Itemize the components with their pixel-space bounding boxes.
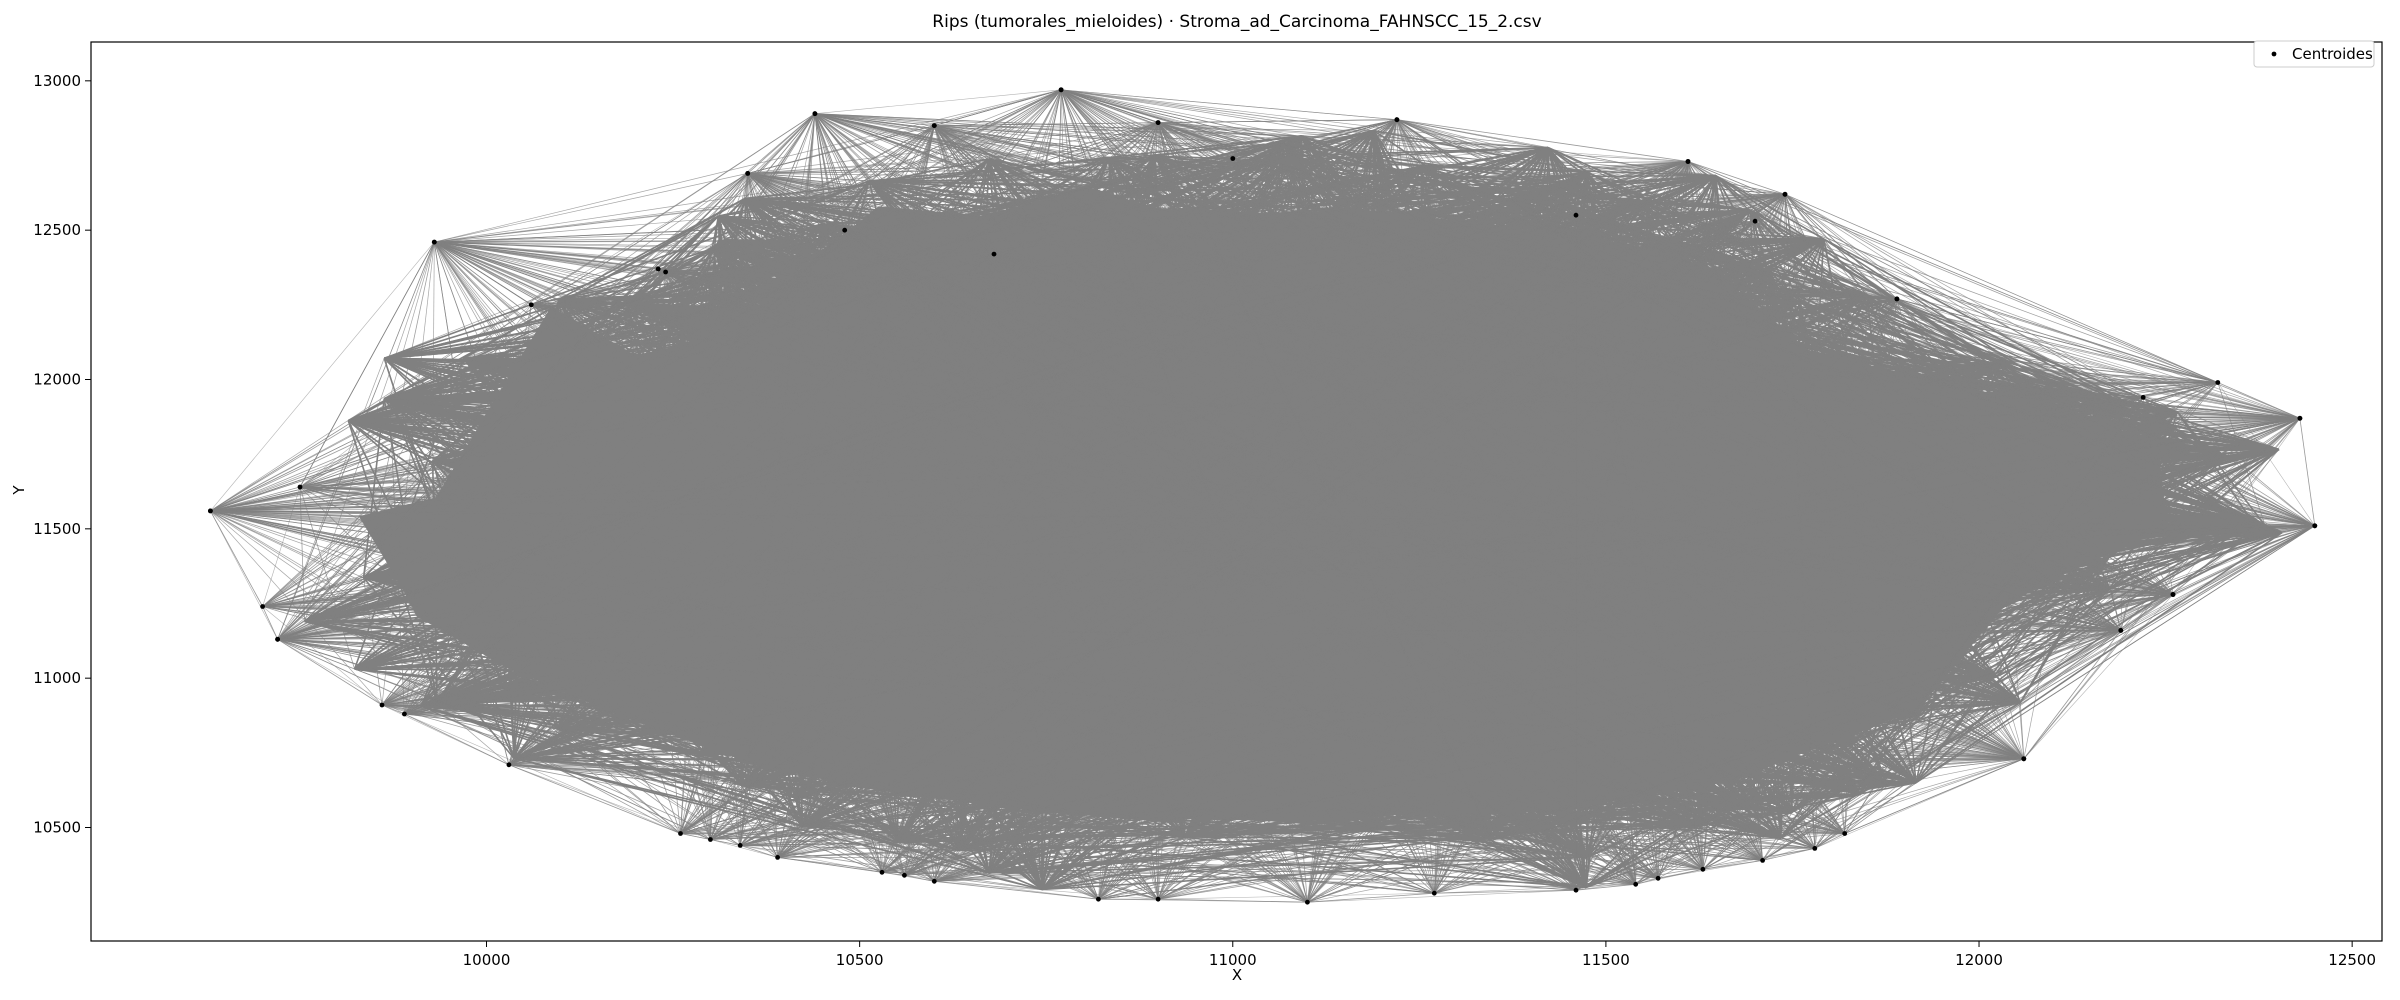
rips-edges	[210, 89, 2316, 903]
rips-edge	[1823, 238, 2266, 526]
chart-title: Rips (tumorales_mieloides) · Stroma_ad_C…	[932, 12, 1541, 32]
rips-edge	[1915, 531, 2283, 784]
plot-area	[208, 87, 2318, 905]
rips-edge	[1855, 521, 2254, 743]
rips-edge	[1634, 521, 2254, 774]
rips-edge	[1373, 129, 1588, 173]
rips-edge	[1749, 209, 2228, 458]
rips-edge	[462, 197, 746, 360]
rips-edge	[362, 398, 385, 578]
